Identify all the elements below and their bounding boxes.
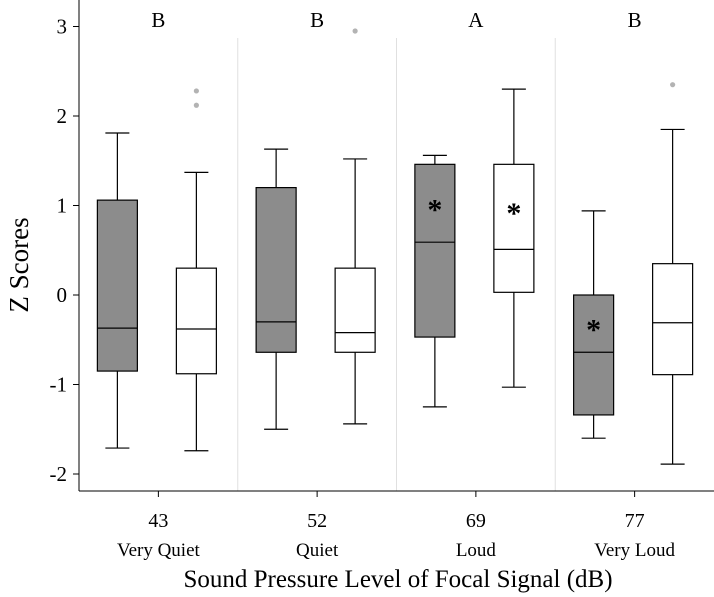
- significance-letter: A: [468, 8, 484, 32]
- significance-letter: B: [310, 8, 324, 32]
- y-tick-label: 2: [57, 104, 68, 128]
- box-white: [175, 267, 217, 375]
- x-axis-label: Sound Pressure Level of Focal Signal (dB…: [183, 566, 612, 593]
- significance-asterisk: *: [586, 314, 601, 347]
- y-tick-label: 3: [57, 15, 68, 39]
- outlier-point: [193, 88, 199, 94]
- y-tick-label: 0: [57, 283, 68, 307]
- outlier-point: [352, 28, 358, 34]
- box-gray: [573, 294, 615, 416]
- x-tick-label: 77: [625, 510, 645, 532]
- box-gray: [414, 163, 456, 338]
- box-white: [493, 163, 535, 293]
- y-axis-label: Z Scores: [4, 217, 34, 312]
- significance-asterisk: *: [506, 197, 521, 230]
- significance-asterisk: *: [427, 193, 442, 226]
- chart-labels: Z Scores Sound Pressure Level of Focal S…: [4, 217, 613, 593]
- x-tick-label: 43: [148, 510, 168, 532]
- box-gray: [255, 187, 297, 353]
- plot-area: -2 -1 0 1 2 3 43 Very Quiet B 52 Quiet B 69 Loud A 77 Ve…: [50, 0, 714, 561]
- x-category-label: Loud: [456, 540, 497, 561]
- x-tick-label: 69: [466, 510, 486, 532]
- outlier-point: [670, 82, 676, 88]
- x-category-label: Quiet: [296, 540, 339, 561]
- x-category-label: Very Quiet: [117, 540, 201, 561]
- significance-letter: B: [628, 8, 642, 32]
- box-white: [652, 263, 694, 376]
- significance-letter: B: [151, 8, 165, 32]
- outlier-point: [193, 102, 199, 108]
- x-category-label: Very Loud: [594, 540, 675, 561]
- box-white: [334, 267, 376, 353]
- box-gray: [96, 199, 138, 372]
- y-tick-label: 1: [57, 194, 68, 218]
- y-tick-label: -2: [50, 462, 68, 486]
- y-tick-label: -1: [50, 373, 68, 397]
- x-tick-label: 52: [307, 510, 327, 532]
